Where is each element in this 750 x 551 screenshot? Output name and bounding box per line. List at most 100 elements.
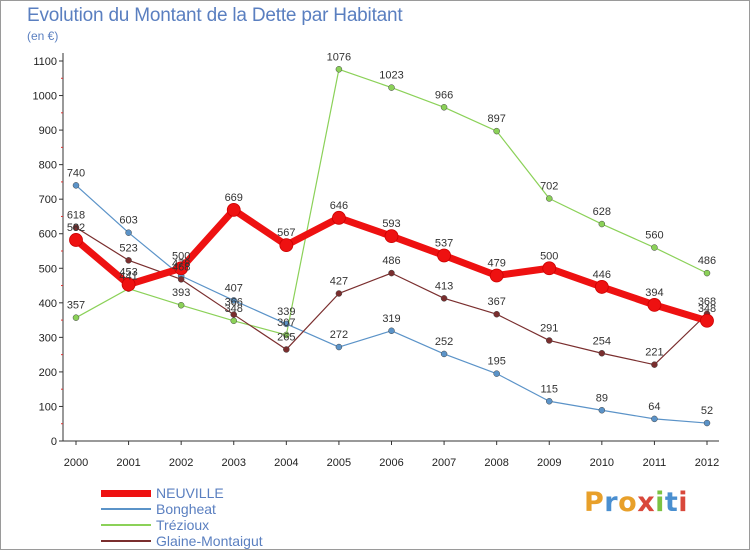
logo-letter: r [604,487,619,518]
data-point [440,295,448,302]
data-point [493,310,500,318]
legend-label: Trézioux [156,517,210,533]
data-point [703,419,711,427]
legend-label: NEUVILLE [156,485,224,501]
data-point [283,331,290,339]
data-point [703,269,711,277]
x-tick-label: 2007 [432,457,456,469]
data-label: 593 [382,218,400,230]
data-point [598,220,606,228]
y-tick-label: 0 [51,436,57,448]
x-tick-label: 2004 [274,457,298,469]
data-label: 669 [225,192,243,204]
data-label: 740 [67,167,85,179]
data-point [230,311,237,318]
data-point [651,361,658,368]
data-label: 348 [698,303,716,315]
x-tick-label: 2011 [643,457,667,469]
y-tick-label: 200 [39,367,57,379]
legend-swatch [101,540,151,542]
data-point [388,327,395,335]
data-label: 254 [593,335,611,347]
x-tick-label: 2010 [590,457,614,469]
logo-letter: t [664,487,679,518]
x-tick-label: 2008 [484,457,508,469]
y-tick-label: 800 [39,160,57,172]
data-point [72,224,80,231]
data-label: 441 [119,271,137,283]
data-point [437,248,451,263]
data-point [125,257,132,264]
x-tick-label: 2005 [327,457,351,469]
data-label: 702 [540,180,558,192]
data-point [598,350,606,357]
data-label: 966 [435,89,453,101]
data-label: 618 [67,210,85,222]
legend-swatch [101,490,151,497]
data-point [647,297,662,312]
data-point [72,182,80,189]
data-label: 603 [119,215,137,227]
data-label: 272 [330,329,348,341]
data-label: 407 [225,282,243,294]
data-point [230,317,237,325]
data-label: 500 [540,250,558,262]
data-point [384,229,399,244]
data-point [493,370,500,377]
data-point [283,320,290,328]
data-point [230,297,237,304]
data-label: 486 [382,255,400,267]
data-label: 357 [67,300,85,312]
legend-label: Glaine-Montaigut [156,533,263,549]
logo-letter: P [584,487,605,518]
data-point [546,195,553,202]
data-point [72,314,80,321]
legend-swatch [101,508,151,510]
data-label: 394 [645,287,663,299]
data-label: 537 [435,237,453,249]
data-point [335,66,343,73]
x-tick-label: 2012 [695,457,719,469]
chart-subtitle: (en €) [27,29,59,43]
data-point [542,261,557,276]
data-label: 446 [593,269,611,281]
data-point [594,280,609,294]
logo-letter: x [637,487,656,518]
data-point [226,202,241,217]
proxiti-logo: Proxiti [584,487,688,518]
data-label: 252 [435,336,453,348]
data-label: 1076 [327,51,351,63]
data-label: 115 [540,383,558,395]
y-tick-label: 700 [39,194,57,206]
data-label: 367 [487,296,505,308]
data-point [651,415,658,423]
y-tick-label: 900 [39,125,57,137]
data-label: 221 [645,347,663,359]
data-point [121,277,136,292]
data-label: 348 [225,303,243,315]
data-point [177,301,185,309]
data-label: 478 [172,258,190,270]
data-point [493,127,500,135]
data-point [651,244,658,251]
data-label: 486 [698,255,716,267]
data-label: 560 [645,230,663,242]
data-label: 427 [330,275,348,287]
data-label: 307 [277,317,295,329]
data-label: 479 [487,258,505,270]
y-tick-label: 500 [39,263,57,275]
data-label: 291 [540,322,558,334]
data-label: 1023 [379,70,403,82]
data-point [546,337,553,344]
data-point [125,229,132,236]
x-tick-label: 2003 [222,457,246,469]
data-point [700,313,714,328]
data-point [335,290,343,297]
logo-letter: i [655,487,665,518]
data-label: 468 [172,261,190,273]
x-tick-label: 2009 [537,457,561,469]
data-label: 366 [225,297,243,309]
data-point [283,346,290,353]
data-label: 319 [382,313,400,325]
